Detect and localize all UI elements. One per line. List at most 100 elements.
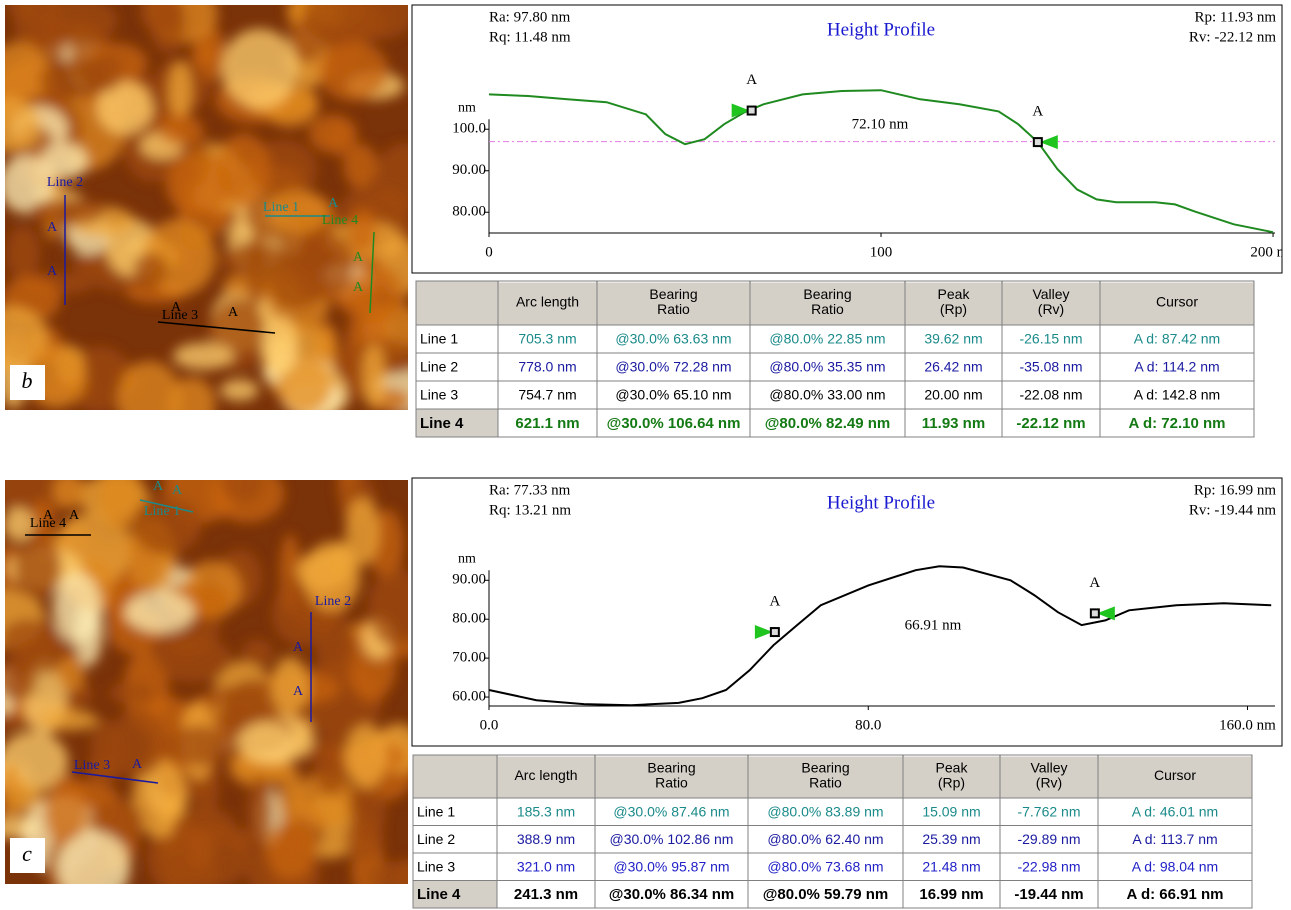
table-text: A d: 46.01 nm [1132,803,1218,819]
image-annotation: A [43,508,54,523]
image-annotation: A [353,280,364,295]
grain [316,617,356,683]
image-annotation: A [47,264,58,279]
table-text: @80.0% 62.40 nm [767,831,883,847]
profile-annotation: 66.91 nm [905,617,962,633]
grain [42,16,66,67]
table-text: 20.00 nm [924,387,982,403]
table-text: 25.39 nm [922,831,980,847]
profile-annotation: 72.10 nm [852,116,909,132]
image-annotation: A [228,305,239,320]
cursor-label: A [746,72,757,88]
grain [109,682,156,704]
table-text: @80.0% 82.49 nm [765,415,891,432]
grain [133,253,168,288]
grain [39,710,97,731]
grain [279,765,303,827]
table-text: 241.3 nm [514,886,578,903]
image-annotation: A [171,300,182,315]
table-text: -29.89 nm [1017,831,1080,847]
x-tick-label: 200 nm [1250,244,1291,260]
grain [168,62,192,120]
cursor-label: A [769,593,780,609]
image-annotation: Line 4 [322,213,358,228]
image-annotation: Line 3 [74,758,110,773]
image-annotation: A [172,483,183,498]
grain [266,821,316,879]
table-text: -22.08 nm [1019,387,1082,403]
table-header: Cursor [1156,294,1198,310]
cursor-marker [748,107,756,115]
table-text: @80.0% 59.79 nm [763,886,889,903]
grain [7,226,40,281]
table-text: 321.0 nm [517,858,575,874]
table-text: @30.0% 102.86 nm [610,831,734,847]
grain [57,831,130,904]
stat: Rv: -19.44 nm [1189,502,1276,518]
table-text: @30.0% 87.46 nm [613,803,729,819]
table-text: A d: 87.42 nm [1134,331,1220,347]
table-text: Line 1 [420,331,458,347]
table: Arc lengthBearingRatioBearingRatioPeak(R… [413,755,1252,908]
y-tick-label: 70.00 [452,650,486,666]
cursor-marker [1034,138,1042,146]
table-header: (Rv) [1038,301,1064,317]
grain [72,253,100,276]
grain [0,618,61,657]
table-text: Line 3 [420,387,458,403]
table-text: 621.1 nm [515,415,579,432]
grain [220,379,258,401]
panel-label: b [22,368,33,393]
cursor-marker [1091,609,1099,617]
table-text: 26.42 nm [924,359,982,375]
table-header: Bearing [801,760,849,776]
table-text: -26.15 nm [1019,331,1082,347]
table-text: A d: 114.2 nm [1134,359,1219,375]
table-header: (Rp) [938,775,965,791]
table-header: Ratio [657,301,690,317]
grain [82,52,124,92]
table-text: Line 2 [420,359,458,375]
table-text: 754.7 nm [518,387,576,403]
image-annotation: A [69,508,80,523]
grain [271,656,308,715]
table: Arc lengthBearingRatioBearingRatioPeak(R… [416,281,1254,437]
grain [41,143,88,180]
grain [314,735,348,796]
chart-title: Height Profile [827,19,935,40]
table-text: A d: 98.04 nm [1132,858,1218,874]
table-text: -19.44 nm [1014,886,1083,903]
grain [245,232,267,308]
grain [228,829,256,854]
table-text: Line 1 [417,803,455,819]
table-text: @30.0% 95.87 nm [613,858,729,874]
grain [173,342,234,369]
table-header: Arc length [516,294,579,310]
table-header: Ratio [809,775,842,791]
table-text: Line 4 [420,415,464,432]
y-tick-label: 90.00 [452,572,486,588]
table-text: -7.762 nm [1017,803,1080,819]
grain [221,458,265,504]
grain [318,41,389,101]
grain [14,533,61,599]
grain [242,639,274,666]
table-text: A d: 142.8 nm [1134,387,1220,403]
x-tick-label: 0.0 [480,717,499,733]
table-text: @30.0% 86.34 nm [609,886,735,903]
grain [294,231,355,300]
image-annotation: A [353,250,364,265]
y-tick-label: 80.00 [452,204,486,220]
table-header: Arc length [514,767,577,783]
grain [264,336,295,373]
table-text: @30.0% 72.28 nm [615,359,731,375]
image-annotation: A [47,220,58,235]
cursor-marker [771,628,779,636]
y-tick-label: 100.0 [452,121,486,137]
y-tick-label: 60.00 [452,688,486,704]
table-text: -22.98 nm [1017,858,1080,874]
table-text: @80.0% 73.68 nm [767,858,883,874]
table-text: @80.0% 83.89 nm [767,803,883,819]
table-header-cell [416,281,498,325]
